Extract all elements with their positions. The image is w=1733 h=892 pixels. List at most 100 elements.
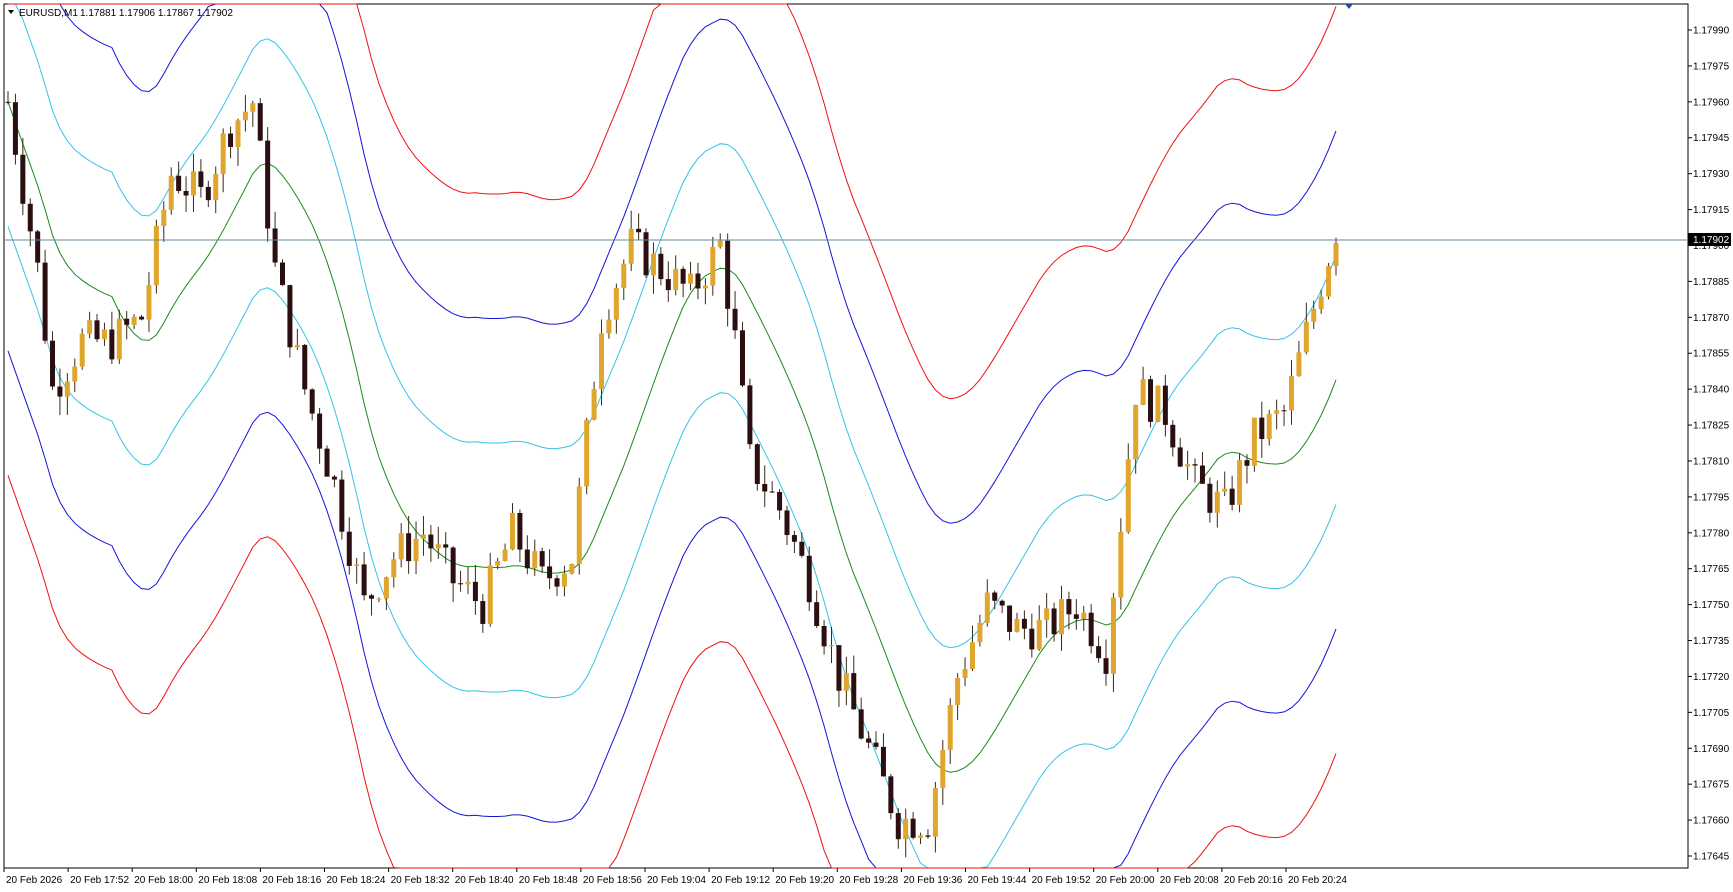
candle bbox=[220, 128, 226, 193]
price-axis: 1.17990 1.17975 1.17960 1.17945 1.17930 1.179… bbox=[1688, 26, 1730, 863]
candle-body bbox=[242, 111, 248, 121]
y-tick-label: 1.17720 bbox=[1693, 672, 1730, 683]
candle-body bbox=[1051, 608, 1057, 635]
y-tick-label: 1.17735 bbox=[1693, 636, 1730, 647]
candle bbox=[280, 259, 286, 286]
x-tick-label: 20 Feb 18:48 bbox=[519, 875, 578, 886]
candle-body bbox=[1081, 612, 1087, 619]
y-tick-label: 1.17675 bbox=[1693, 780, 1730, 791]
candle-body bbox=[94, 320, 100, 340]
candle-body bbox=[1058, 599, 1064, 635]
candle bbox=[903, 808, 909, 858]
candle-body bbox=[984, 592, 990, 623]
candle bbox=[910, 811, 916, 840]
candle bbox=[1185, 450, 1191, 480]
candle bbox=[472, 564, 478, 615]
candle-body bbox=[1110, 597, 1116, 674]
candle bbox=[725, 233, 731, 327]
candle-body bbox=[754, 444, 760, 484]
candle-body bbox=[1177, 447, 1183, 467]
candle bbox=[1214, 480, 1220, 528]
candle bbox=[984, 579, 990, 627]
candle bbox=[1021, 610, 1027, 640]
candle-body bbox=[87, 320, 93, 334]
candle-body bbox=[428, 534, 434, 549]
candle bbox=[1073, 599, 1079, 630]
candle bbox=[539, 547, 545, 574]
candle bbox=[628, 210, 634, 272]
candle-body bbox=[977, 622, 983, 643]
candle-body bbox=[1140, 379, 1146, 405]
candle bbox=[79, 328, 85, 370]
candle bbox=[762, 465, 768, 508]
candle bbox=[710, 236, 716, 296]
candle bbox=[391, 552, 397, 588]
y-tick-label: 1.17930 bbox=[1693, 169, 1730, 180]
candle-body bbox=[650, 253, 656, 276]
candle-body bbox=[487, 565, 493, 624]
candle bbox=[947, 698, 953, 765]
candle bbox=[999, 599, 1005, 614]
candle-body bbox=[517, 512, 523, 550]
candle-body bbox=[732, 308, 738, 331]
x-tick-label: 20 Feb 17:52 bbox=[70, 875, 129, 886]
current-price-label: 1.17902 bbox=[1693, 235, 1730, 246]
candle bbox=[806, 546, 812, 611]
candle bbox=[1103, 639, 1109, 686]
candle-body bbox=[1318, 296, 1324, 310]
candle-body bbox=[791, 535, 797, 542]
candle-body bbox=[1266, 413, 1272, 440]
candle-body bbox=[339, 479, 345, 532]
y-tick-label: 1.17915 bbox=[1693, 205, 1730, 216]
candle-body bbox=[220, 133, 226, 174]
candle bbox=[1036, 605, 1042, 651]
candle bbox=[1118, 518, 1124, 610]
candle-body bbox=[101, 329, 107, 340]
candle-body bbox=[406, 533, 412, 562]
candle bbox=[962, 657, 968, 687]
candle-body bbox=[962, 669, 968, 678]
candle-body bbox=[27, 203, 33, 232]
candle bbox=[695, 262, 701, 300]
candle-body bbox=[64, 381, 70, 397]
shift-marker-icon[interactable] bbox=[1345, 4, 1353, 9]
ohlc-values: 1.17881 1.17906 1.17867 1.17902 bbox=[80, 8, 233, 19]
candle bbox=[851, 655, 857, 710]
candle-body bbox=[5, 101, 11, 103]
candle-body bbox=[257, 103, 263, 141]
candle bbox=[754, 443, 760, 491]
candle bbox=[591, 381, 597, 421]
candle-body bbox=[932, 787, 938, 837]
candle bbox=[420, 516, 426, 556]
candle bbox=[584, 417, 590, 495]
candle-body bbox=[1222, 488, 1228, 492]
candle-body bbox=[1118, 532, 1124, 598]
candle-body bbox=[361, 564, 367, 596]
candle-body bbox=[1303, 321, 1309, 353]
candle bbox=[450, 546, 456, 602]
candle-body bbox=[591, 389, 597, 420]
candle bbox=[398, 523, 404, 568]
candle bbox=[643, 228, 649, 278]
candle bbox=[925, 829, 931, 839]
collapse-triangle-icon[interactable] bbox=[8, 10, 14, 14]
candle bbox=[732, 291, 738, 339]
candle bbox=[873, 731, 879, 750]
y-tick-label: 1.17705 bbox=[1693, 708, 1730, 719]
candle bbox=[680, 266, 686, 298]
candle-body bbox=[643, 232, 649, 276]
candle bbox=[287, 284, 293, 358]
candle-body bbox=[12, 102, 18, 155]
candle bbox=[702, 278, 708, 305]
candle bbox=[747, 378, 753, 449]
candle-body bbox=[1199, 465, 1205, 484]
x-tick-label: 20 Feb 20:16 bbox=[1224, 875, 1283, 886]
candle bbox=[1088, 604, 1094, 654]
candle-body bbox=[843, 673, 849, 691]
candle-body bbox=[183, 190, 189, 196]
y-tick-label: 1.17780 bbox=[1693, 528, 1730, 539]
candle bbox=[1044, 593, 1050, 638]
candle-body bbox=[688, 273, 694, 284]
candle-body bbox=[1259, 417, 1265, 440]
